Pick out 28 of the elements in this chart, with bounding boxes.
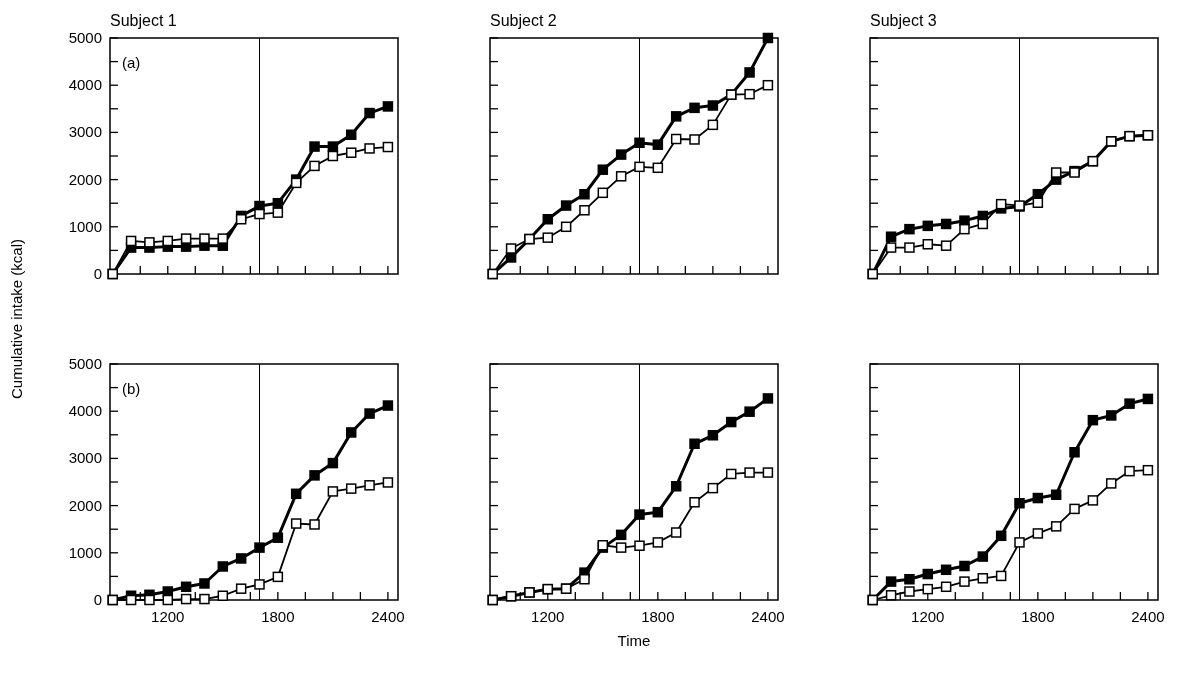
y-tick-label: 3000 <box>68 449 102 467</box>
y-tick-label: 4000 <box>68 402 102 420</box>
y-tick-label: 5000 <box>68 355 102 372</box>
x-tick-label: 1200 <box>911 608 945 625</box>
annotation: (a) <box>122 54 141 71</box>
y-tick-label: 3000 <box>68 123 102 141</box>
annotation: (b) <box>122 380 141 397</box>
y-tick-label: 1000 <box>68 543 102 561</box>
chart-title: Subject 2 <box>490 12 557 29</box>
x-tick-label: 1800 <box>641 608 675 625</box>
x-axis-title: Time <box>617 632 651 649</box>
chart-title: Subject 3 <box>870 12 937 29</box>
x-tick-label: 1800 <box>1021 608 1055 625</box>
x-tick-label: 1200 <box>531 608 565 625</box>
x-tick-label: 2400 <box>1131 608 1165 625</box>
y-tick-label: 4000 <box>68 76 102 94</box>
y-tick-label: 0 <box>93 265 102 282</box>
y-axis-title: Cumulative intake (kcal) <box>8 238 25 400</box>
chart-title: Subject 1 <box>110 12 177 29</box>
y-tick-label: 1000 <box>68 217 102 235</box>
y-tick-label: 5000 <box>68 29 102 46</box>
x-tick-label: 1800 <box>261 608 295 625</box>
y-tick-label: 2000 <box>68 170 102 188</box>
x-tick-label: 2400 <box>751 608 785 625</box>
y-tick-label: 0 <box>93 591 102 608</box>
x-tick-label: 2400 <box>371 608 405 625</box>
x-tick-label: 1200 <box>151 608 185 625</box>
y-tick-label: 2000 <box>68 496 102 514</box>
